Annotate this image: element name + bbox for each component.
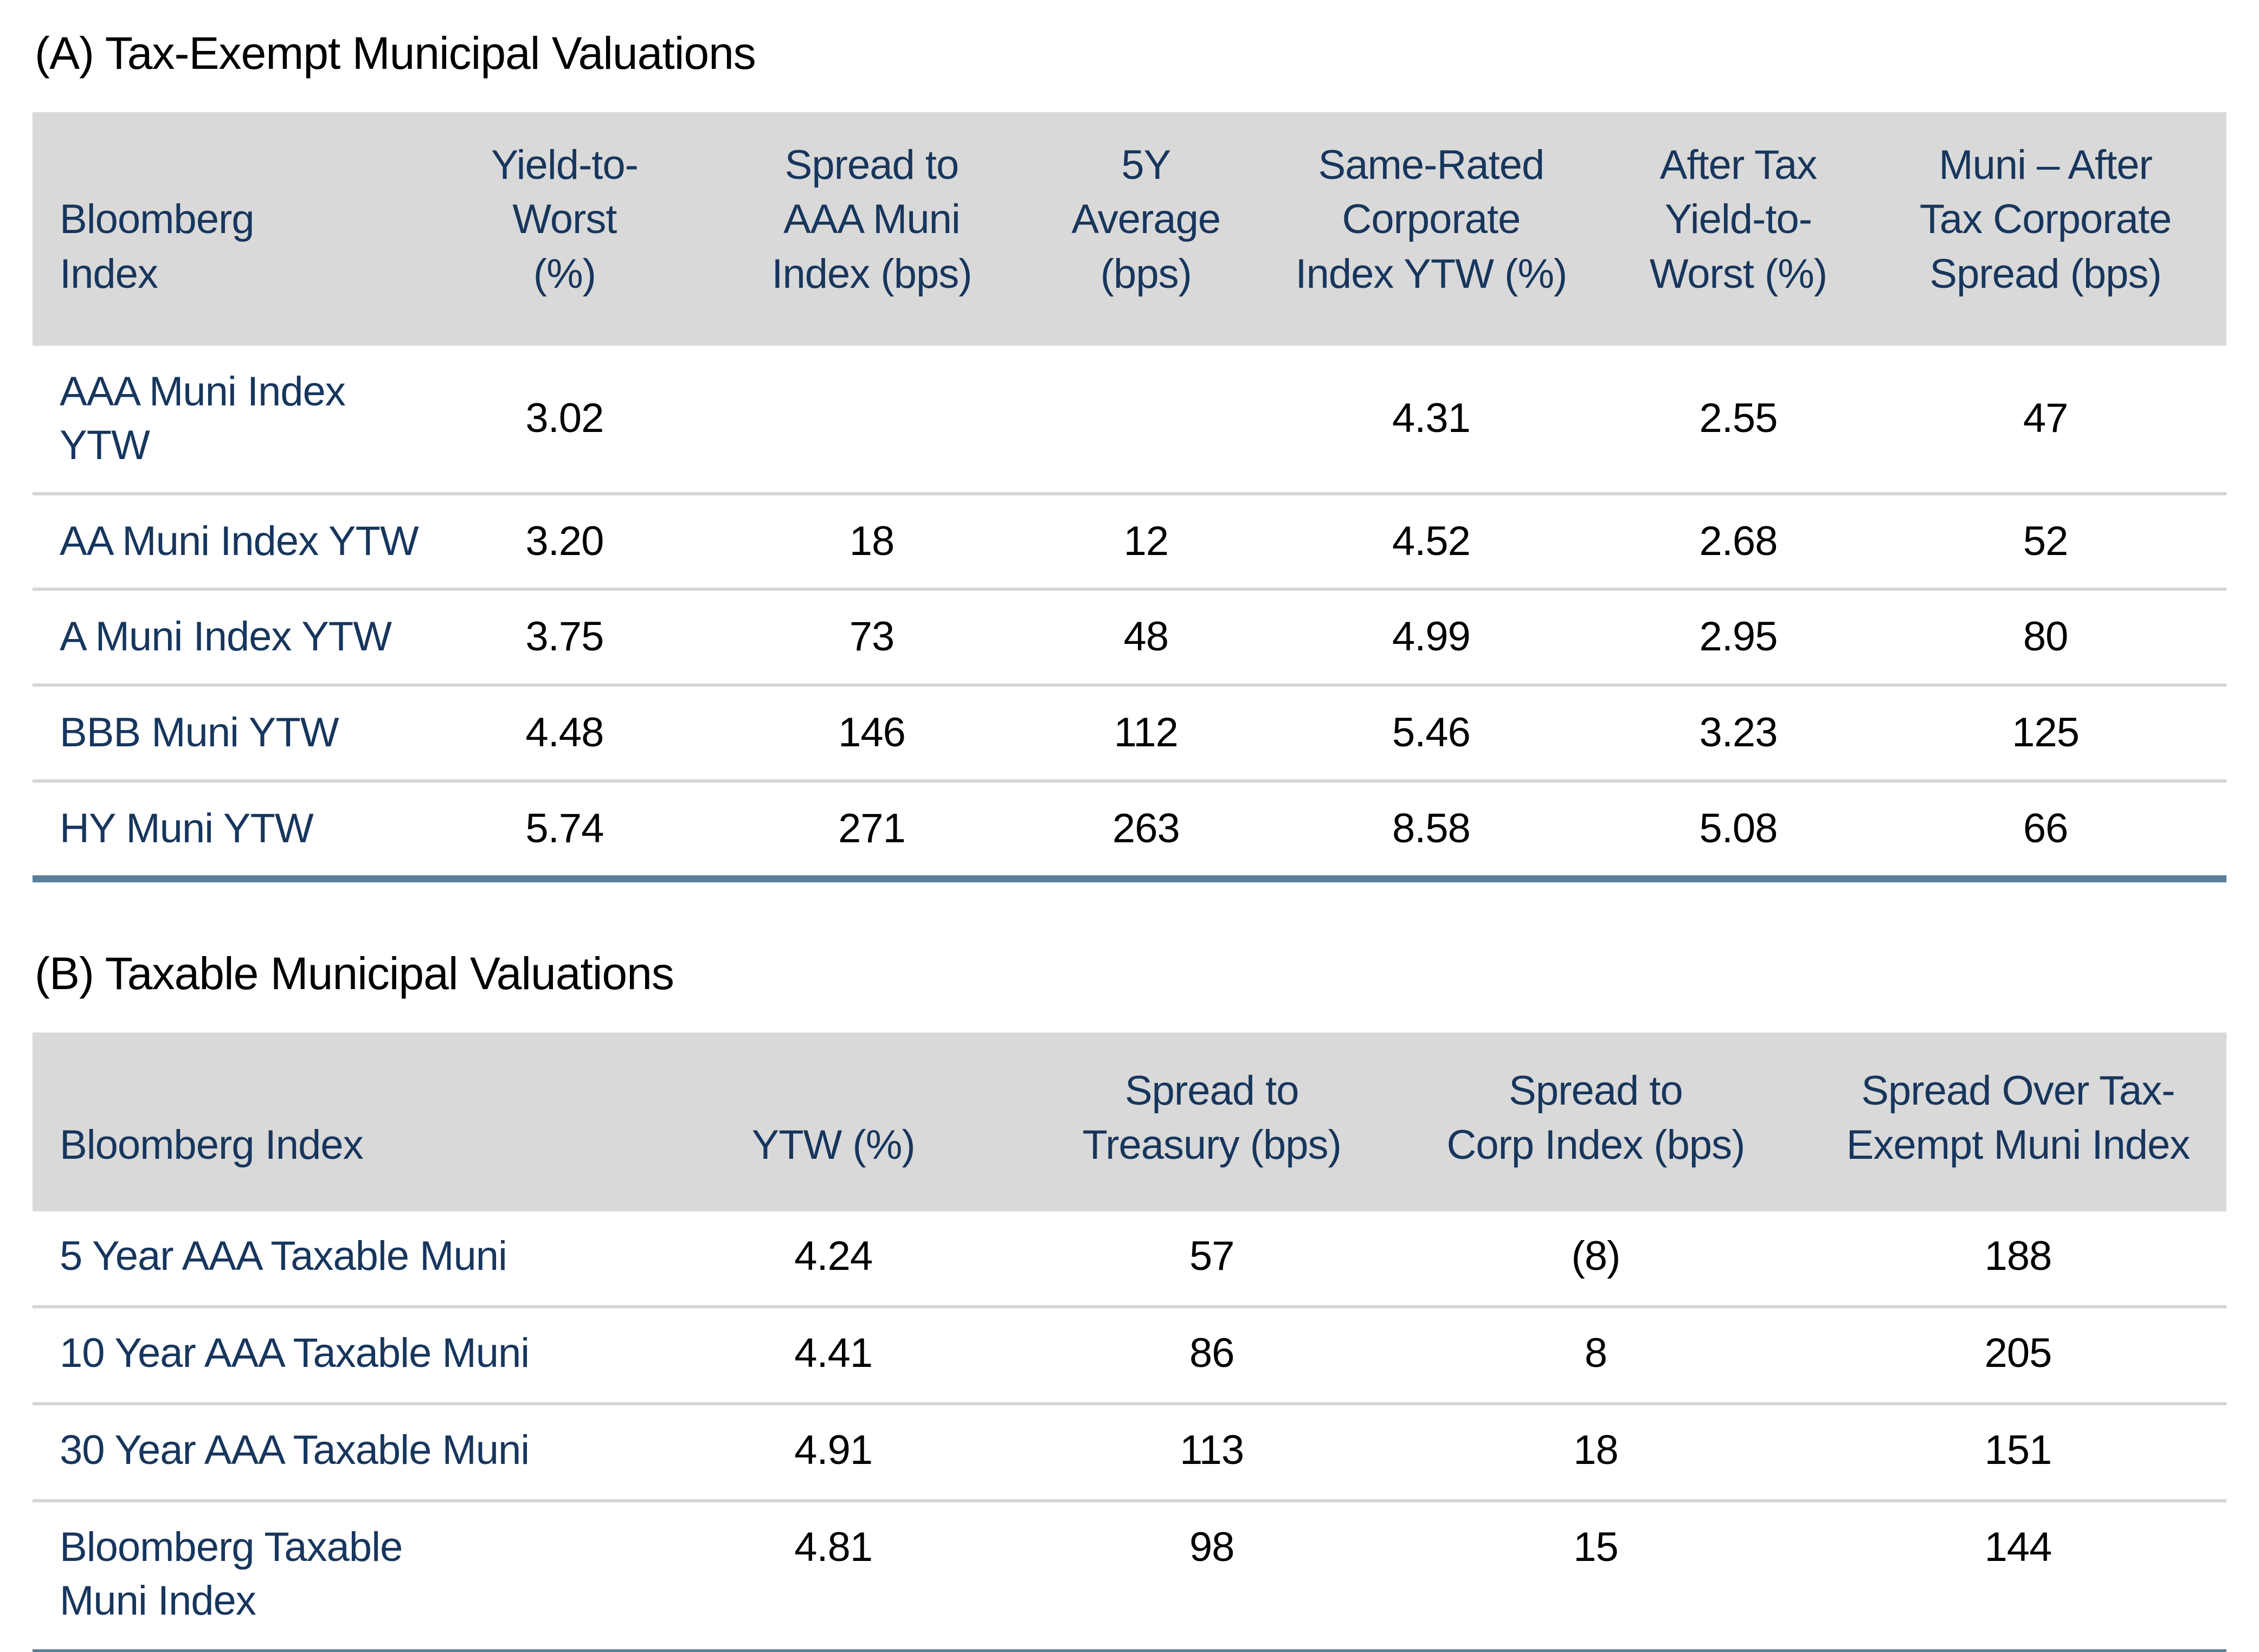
cell: 4.91: [625, 1402, 1042, 1501]
cell: 52: [1864, 492, 2226, 590]
section-a-title: (A) Tax-Exempt Municipal Valuations: [35, 28, 756, 79]
cell: [701, 346, 1041, 494]
row-label: A Muni Index YTW: [33, 588, 428, 686]
column-header: YTW (%): [625, 1032, 1042, 1212]
table-a-header-row: Bloomberg Index Yield-to- Worst (%) Spre…: [33, 112, 2226, 346]
cell: 3.75: [427, 588, 702, 686]
table-row: HY Muni YTW 5.74 271 263 8.58 5.08 66: [33, 779, 2226, 875]
cell: 113: [1041, 1402, 1382, 1501]
column-header: After Tax Yield-to- Worst (%): [1612, 112, 1865, 346]
column-header: Same-Rated Corporate Index YTW (%): [1250, 112, 1612, 346]
column-header: 5Y Average (bps): [1041, 112, 1251, 346]
cell: 188: [1984, 1233, 2052, 1280]
cell: 4.99: [1250, 588, 1612, 686]
cell: 5.74: [427, 779, 702, 875]
column-header: Yield-to- Worst (%): [427, 112, 702, 346]
cell: 151: [1810, 1402, 2226, 1501]
table-row: 30 Year AAA Taxable Muni 4.91 113 18 151: [33, 1402, 2226, 1501]
cell: 3.23: [1612, 683, 1865, 781]
cell: 125: [1864, 683, 2226, 781]
cell: 4.52: [1250, 492, 1612, 590]
cell: (8): [1571, 1233, 1621, 1280]
cell: 57: [1189, 1233, 1235, 1280]
row-label: 5 Year AAA Taxable Muni: [60, 1233, 507, 1280]
cell: 271: [701, 779, 1042, 875]
cell: 18: [1381, 1402, 1810, 1501]
cell: 112: [1041, 683, 1251, 781]
table-a-bottom-rule: [33, 875, 2226, 882]
tax-exempt-valuations-table: Bloomberg Index Yield-to- Worst (%) Spre…: [33, 112, 2226, 875]
cell: 4.41: [625, 1305, 1042, 1404]
row-label: HY Muni YTW: [33, 779, 428, 875]
column-header: Spread Over Tax- Exempt Muni Index: [1810, 1032, 2226, 1212]
cell: 205: [1810, 1305, 2226, 1404]
column-header: Muni – After Tax Corporate Spread (bps): [1864, 112, 2226, 346]
cell: 12: [1041, 492, 1251, 590]
table-row: Bloomberg Taxable Muni Index 4.81 98 15 …: [33, 1499, 2226, 1650]
column-header: Bloomberg Index: [33, 112, 428, 346]
cell: 2.55: [1699, 395, 1778, 442]
table-row: BBB Muni YTW 4.48 146 112 5.46 3.23 125: [33, 683, 2226, 781]
column-header: Spread to Corp Index (bps): [1381, 1032, 1810, 1212]
cell: 4.24: [794, 1233, 873, 1280]
row-label: 30 Year AAA Taxable Muni: [33, 1402, 625, 1501]
table-row: A Muni Index YTW 3.75 73 48 4.99 2.95 80: [33, 588, 2226, 686]
row-label: 10 Year AAA Taxable Muni: [33, 1305, 625, 1404]
cell: 66: [1864, 779, 2226, 875]
cell: 3.02: [525, 395, 604, 442]
cell: 8.58: [1250, 779, 1612, 875]
table-row: AA Muni Index YTW 3.20 18 12 4.52 2.68 5…: [33, 492, 2226, 590]
taxable-valuations-table: Bloomberg Index YTW (%) Spread to Treasu…: [33, 1032, 2226, 1650]
cell: 263: [1041, 779, 1251, 875]
table-row: 10 Year AAA Taxable Muni 4.41 86 8 205: [33, 1305, 2226, 1404]
cell: 73: [701, 588, 1042, 686]
cell: 98: [1041, 1499, 1382, 1650]
column-header: Spread to Treasury (bps): [1041, 1032, 1382, 1212]
cell: 2.95: [1612, 588, 1865, 686]
row-label: AA Muni Index YTW: [33, 492, 428, 590]
cell: 146: [701, 683, 1042, 781]
cell: [1042, 346, 1250, 494]
cell: 5.08: [1612, 779, 1865, 875]
row-label: Bloomberg Taxable Muni Index: [33, 1499, 625, 1650]
cell: 47: [2023, 395, 2069, 442]
cell: 8: [1381, 1305, 1810, 1404]
cell: 4.81: [625, 1499, 1042, 1650]
cell: 15: [1381, 1499, 1810, 1650]
row-label: AAA Muni Index YTW: [60, 368, 346, 468]
cell: 5.46: [1250, 683, 1612, 781]
table-b-bottom-rule: [33, 1649, 2226, 1652]
cell: 80: [1864, 588, 2226, 686]
cell: 48: [1041, 588, 1251, 686]
cell: 4.48: [427, 683, 702, 781]
cell: 86: [1041, 1305, 1382, 1404]
column-header: Spread to AAA Muni Index (bps): [701, 112, 1042, 346]
cell: 3.20: [427, 492, 702, 590]
table-b-header-row: Bloomberg Index YTW (%) Spread to Treasu…: [33, 1032, 2226, 1212]
table-row: AAA Muni Index YTW 3.02 4.31 2.55 47: [33, 346, 2226, 494]
section-b-title: (B) Taxable Municipal Valuations: [35, 947, 674, 999]
table-row: 5 Year AAA Taxable Muni 4.24 57 (8) 188: [33, 1211, 2226, 1307]
cell: 144: [1810, 1499, 2226, 1650]
row-label: BBB Muni YTW: [33, 683, 428, 781]
cell: 18: [701, 492, 1042, 590]
cell: 4.31: [1392, 395, 1471, 442]
column-header: Bloomberg Index: [33, 1032, 625, 1212]
cell: 2.68: [1612, 492, 1865, 590]
